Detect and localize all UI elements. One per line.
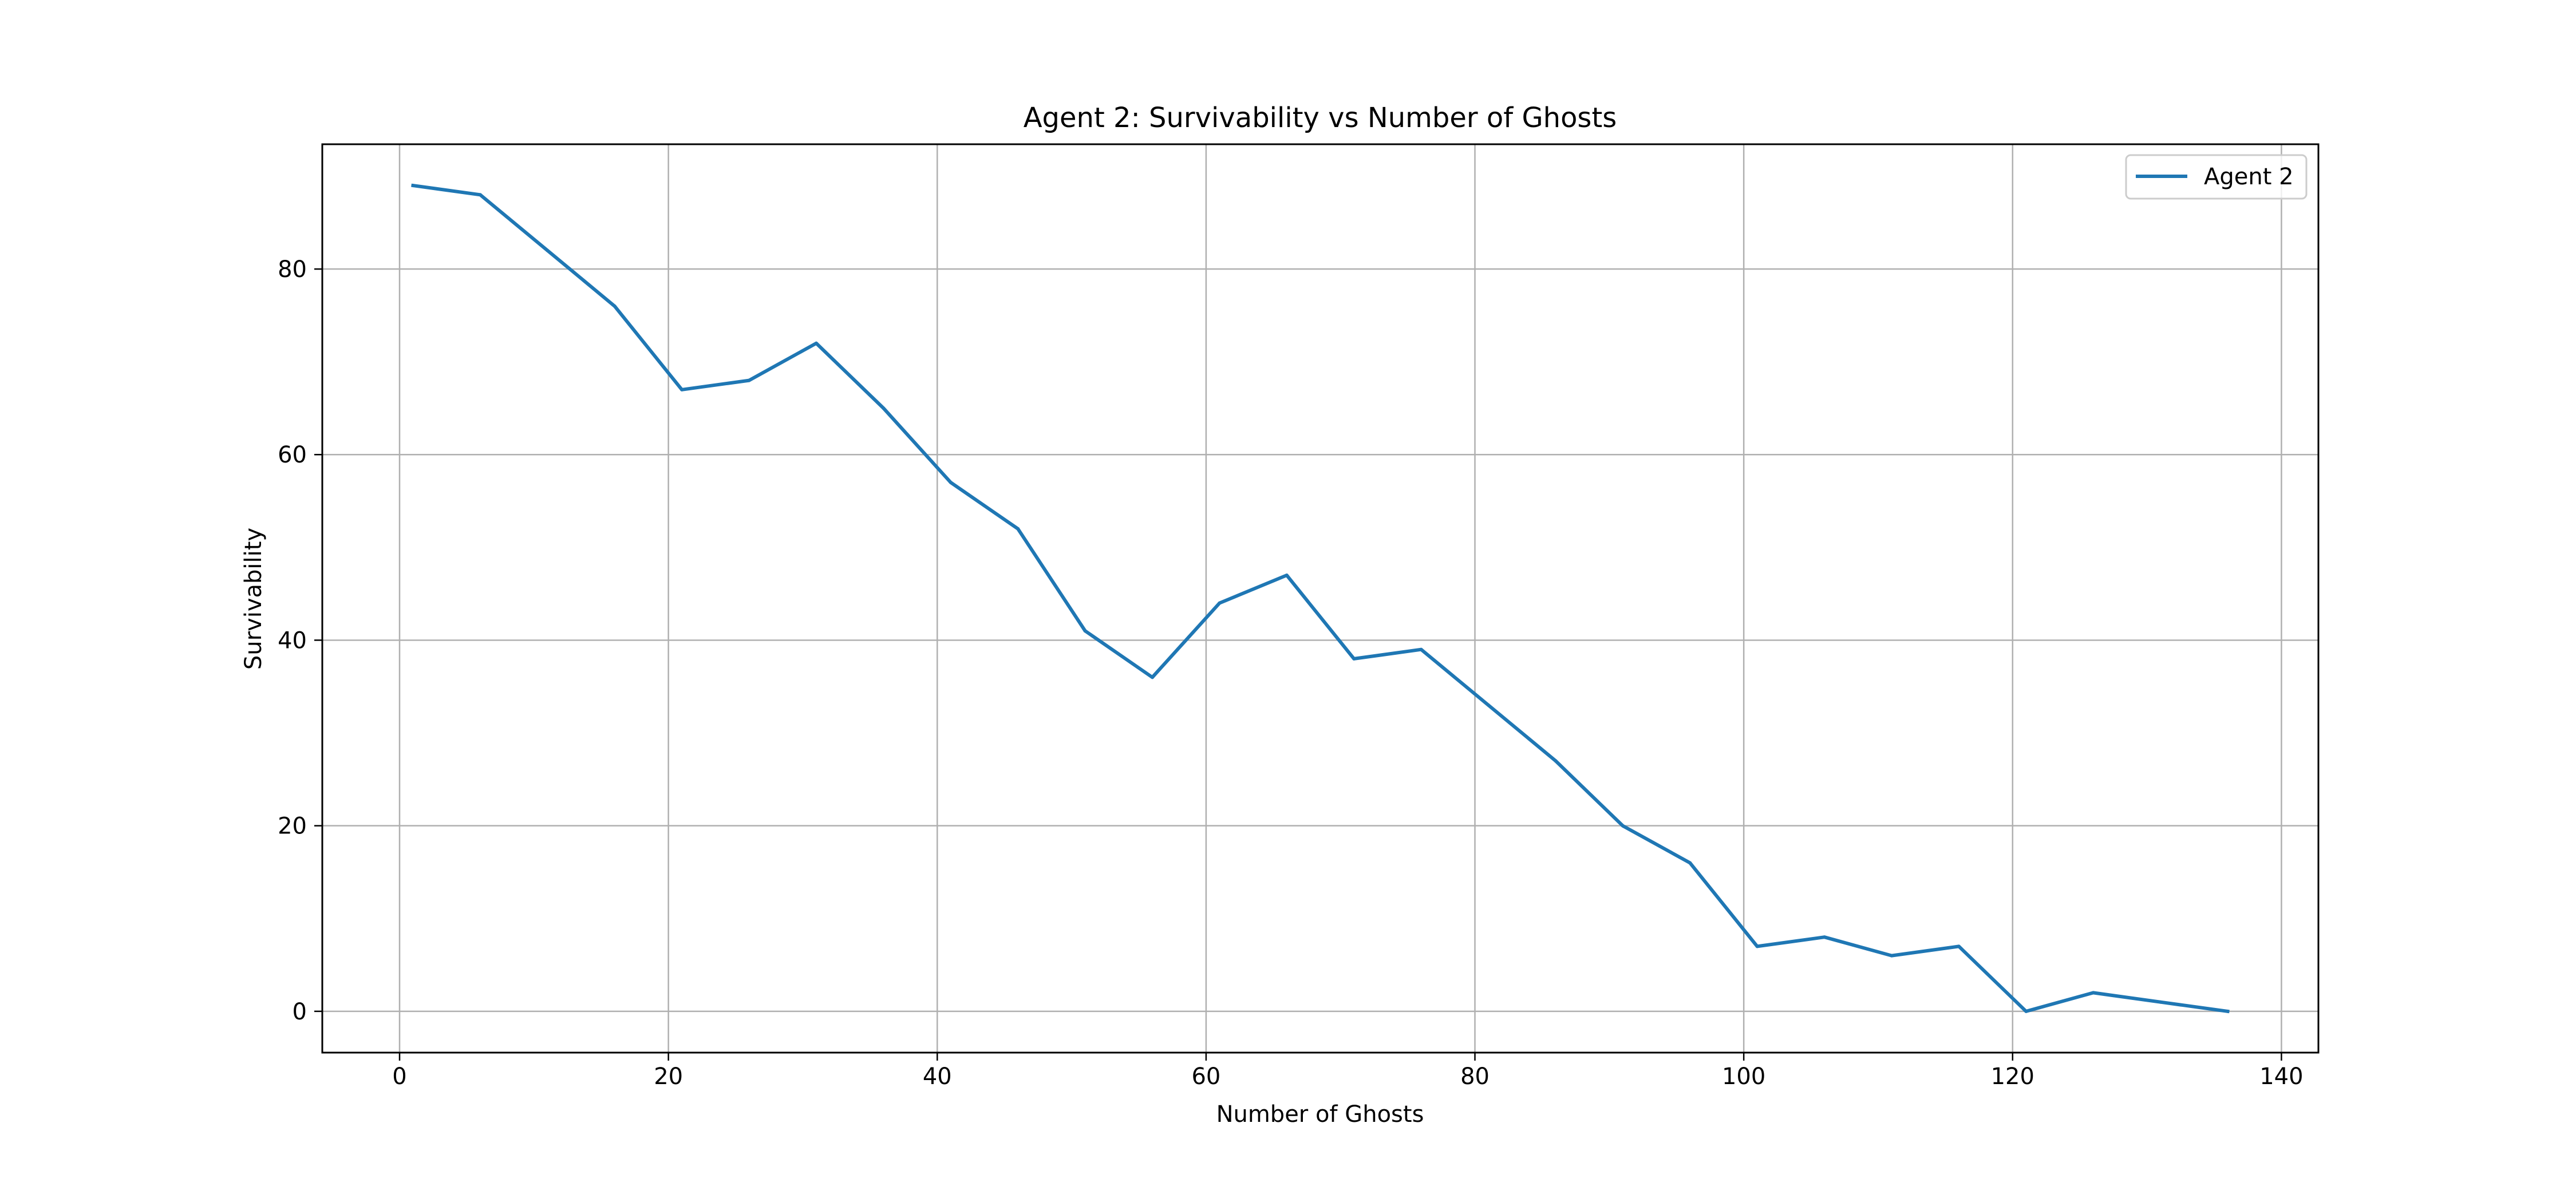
- data-point: [1352, 657, 1356, 661]
- grid: [322, 144, 2318, 1053]
- x-tick-label: 0: [392, 1063, 406, 1090]
- data-point: [1755, 944, 1759, 948]
- data-point: [546, 248, 550, 252]
- data-point: [680, 388, 684, 392]
- data-point: [1487, 703, 1490, 707]
- y-tick-label: 20: [278, 813, 307, 840]
- data-point: [2091, 991, 2095, 995]
- data-point: [814, 341, 818, 345]
- data-point: [2159, 1000, 2163, 1004]
- x-axis-ticks: 0 20 40 60 80 100 120 140: [392, 1053, 2304, 1090]
- data-point: [1688, 861, 1692, 865]
- data-point: [1621, 824, 1625, 828]
- y-tick-label: 80: [278, 256, 307, 283]
- y-axis-ticks: 0 20 40 60 80: [278, 256, 322, 1025]
- data-point: [1823, 935, 1827, 939]
- x-axis-label: Number of Ghosts: [1216, 1101, 1424, 1128]
- data-point: [1083, 629, 1087, 633]
- x-tick-label: 60: [1191, 1063, 1220, 1090]
- y-tick-label: 40: [278, 627, 307, 654]
- series-line-agent-2: [411, 183, 2230, 1014]
- data-point: [1957, 944, 1961, 948]
- x-tick-label: 80: [1460, 1063, 1490, 1090]
- data-point: [613, 304, 617, 308]
- data-point: [1218, 601, 1222, 605]
- plot-frame: [321, 143, 2320, 1054]
- data-point: [1151, 675, 1154, 679]
- x-tick-label: 40: [923, 1063, 952, 1090]
- chart-title: Agent 2: Survivability vs Number of Ghos…: [1024, 102, 1617, 134]
- y-axis-label: Survivability: [240, 528, 267, 670]
- legend-box: [2125, 154, 2308, 200]
- y-tick-label: 60: [278, 442, 307, 468]
- data-point: [2226, 1009, 2230, 1013]
- data-point: [882, 406, 886, 410]
- data-point: [1285, 574, 1289, 577]
- data-point: [411, 184, 415, 188]
- x-tick-label: 100: [1722, 1063, 1765, 1090]
- legend: Agent 2: [2125, 154, 2308, 200]
- data-point: [478, 193, 482, 197]
- series-layer: [411, 183, 2230, 1014]
- data-point: [747, 378, 751, 382]
- data-point: [2024, 1009, 2028, 1013]
- data-point: [949, 480, 953, 484]
- x-tick-label: 20: [654, 1063, 683, 1090]
- data-point: [1016, 527, 1020, 531]
- data-point: [1419, 647, 1423, 651]
- x-tick-label: 120: [1991, 1063, 2034, 1090]
- data-point: [1554, 759, 1558, 763]
- y-tick-label: 0: [293, 999, 307, 1025]
- legend-label-agent-2: Agent 2: [2204, 164, 2294, 190]
- x-tick-label: 140: [2259, 1063, 2303, 1090]
- data-point: [1890, 954, 1894, 958]
